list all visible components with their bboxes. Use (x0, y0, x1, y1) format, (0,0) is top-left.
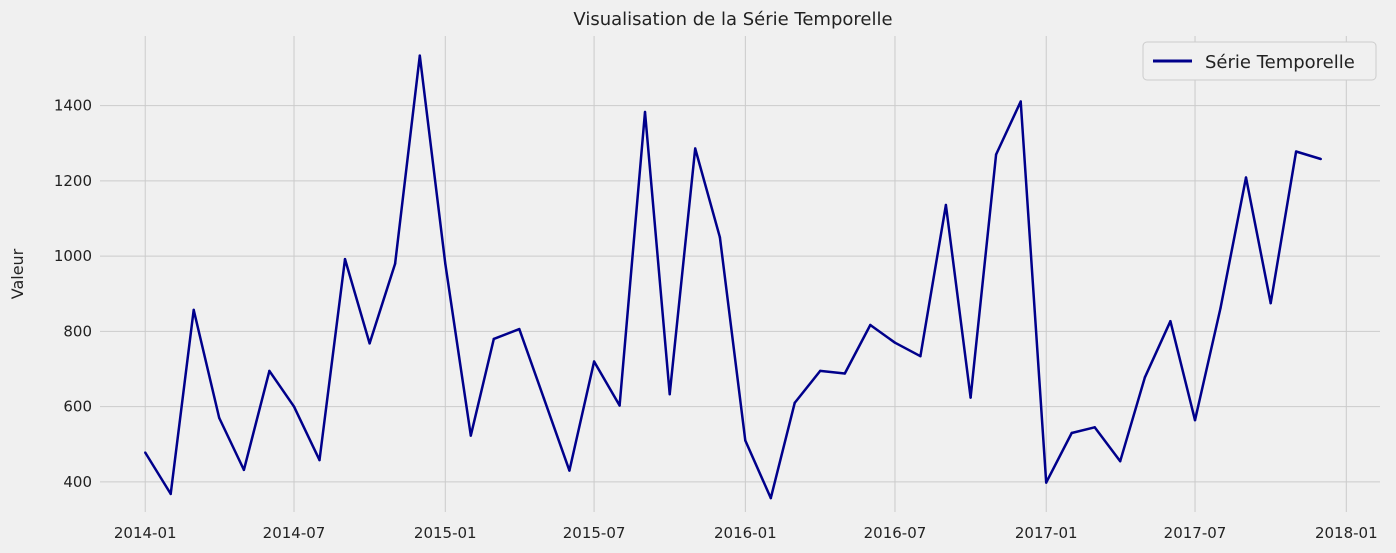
series-layer (144, 54, 1323, 500)
data-point (1319, 157, 1323, 161)
data-point (542, 397, 546, 400)
data-point (618, 404, 621, 407)
data-point (843, 372, 847, 375)
data-point (969, 396, 972, 399)
x-tick-label: 2014-01 (114, 524, 177, 542)
y-tick-label: 600 (63, 398, 92, 416)
data-point (919, 355, 922, 358)
data-point (318, 458, 321, 462)
x-tick-label: 2015-01 (414, 524, 477, 542)
data-point (492, 337, 495, 341)
series-points (144, 54, 1323, 500)
data-point (668, 393, 671, 396)
x-gridlines (144, 36, 1347, 512)
y-tick-labels: 400 600 800 1000 1200 1400 (54, 97, 92, 491)
data-point (869, 323, 872, 327)
data-point (144, 451, 147, 454)
x-tick-label: 2015-07 (563, 524, 626, 542)
data-point (343, 257, 347, 261)
y-axis-label: Valeur (8, 248, 27, 299)
y-tick-label: 1400 (54, 97, 92, 115)
data-point (169, 492, 172, 496)
data-point (518, 327, 521, 331)
data-point (1219, 306, 1222, 310)
data-point (268, 369, 271, 373)
data-point (1070, 431, 1073, 435)
data-point (643, 110, 647, 114)
plot-background (100, 36, 1380, 512)
data-point (994, 153, 998, 156)
data-point (192, 308, 195, 312)
data-point (292, 405, 296, 408)
data-point (418, 54, 421, 57)
y-tick-label: 800 (63, 322, 92, 340)
data-point (1143, 376, 1147, 379)
data-point (1294, 150, 1298, 153)
legend-box (1142, 41, 1377, 81)
data-point (469, 434, 472, 437)
data-point (444, 262, 447, 265)
data-point (218, 416, 221, 420)
data-point (769, 496, 773, 500)
data-point (1269, 301, 1272, 305)
x-tick-label: 2017-01 (1015, 524, 1078, 542)
x-tick-label: 2016-01 (714, 524, 777, 542)
data-point (744, 439, 747, 442)
data-point (1169, 320, 1172, 323)
y-tick-label: 400 (63, 473, 92, 491)
data-point (368, 342, 371, 345)
data-point (242, 468, 246, 472)
data-point (568, 469, 571, 472)
y-tick-label: 1200 (54, 172, 92, 190)
y-tick-label: 1000 (54, 247, 92, 265)
data-point (1045, 481, 1048, 484)
x-tick-label: 2017-07 (1164, 524, 1227, 542)
data-point (793, 401, 796, 405)
x-tick-label: 2016-07 (864, 524, 927, 542)
data-point (944, 203, 948, 207)
data-point (1093, 426, 1096, 429)
series-line (144, 54, 1322, 500)
y-gridlines (100, 105, 1380, 483)
data-point (718, 236, 722, 239)
data-point (1244, 176, 1248, 179)
data-point (1019, 100, 1022, 103)
legend-label: Série Temporelle (1205, 52, 1355, 73)
chart-title: Visualisation de la Série Temporelle (573, 9, 892, 30)
data-point (893, 341, 897, 344)
x-tick-label: 2014-07 (263, 524, 326, 542)
data-point (393, 262, 397, 265)
x-tick-label: 2018-01 (1315, 524, 1378, 542)
legend: Série Temporelle (1142, 41, 1377, 81)
data-point (693, 147, 697, 150)
data-point (592, 360, 596, 363)
data-point (1193, 418, 1197, 422)
data-point (818, 369, 822, 373)
x-tick-labels: 2014-01 2014-07 2015-01 2015-07 2016-01 2016-… (114, 524, 1378, 542)
data-point (1119, 460, 1122, 463)
